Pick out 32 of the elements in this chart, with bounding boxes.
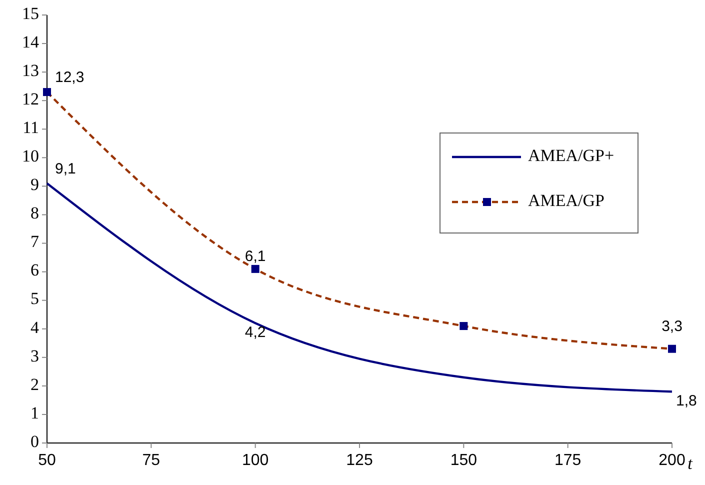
y-tick-label: 15 xyxy=(22,4,39,23)
y-tick-label: 12 xyxy=(22,90,39,109)
x-tick-label: 100 xyxy=(242,452,269,469)
data-label: 4,2 xyxy=(244,324,266,342)
x-tick-label: 175 xyxy=(554,452,582,469)
data-label: 3,3 xyxy=(662,318,682,335)
y-tick-label: 11 xyxy=(22,118,39,138)
x-tick-label: 75 xyxy=(142,452,160,469)
y-tick-label: 3 xyxy=(30,346,39,366)
x-tick-label: 200 xyxy=(658,452,686,469)
x-tick-label: 125 xyxy=(346,452,373,469)
y-tick-label: 5 xyxy=(30,289,39,308)
x-tick-label: 150 xyxy=(450,452,478,469)
data-label: 12,3 xyxy=(55,69,84,86)
y-tick-label: 13 xyxy=(22,60,39,80)
y-tick-label: 0 xyxy=(30,432,39,451)
data-label: 1,8 xyxy=(676,392,697,410)
x-tick-label: 50 xyxy=(38,452,56,469)
y-tick-label: 4 xyxy=(30,318,40,337)
y-tick-label: 6 xyxy=(30,260,39,280)
y-tick-label: 9 xyxy=(30,175,39,194)
data-label: 6,1 xyxy=(244,248,266,265)
y-tick-label: 10 xyxy=(22,146,39,166)
y-tick-label: 8 xyxy=(30,204,39,223)
x-axis-title: t xyxy=(688,454,694,473)
y-tick-label: 7 xyxy=(30,232,40,252)
y-tick-label: 1 xyxy=(30,403,39,422)
legend-label: AMEA/GP xyxy=(528,190,605,210)
y-tick-label: 14 xyxy=(22,32,40,52)
data-label: 9,1 xyxy=(55,160,76,178)
y-tick-label: 2 xyxy=(30,374,39,394)
legend-label: AMEA/GP+ xyxy=(528,146,614,165)
